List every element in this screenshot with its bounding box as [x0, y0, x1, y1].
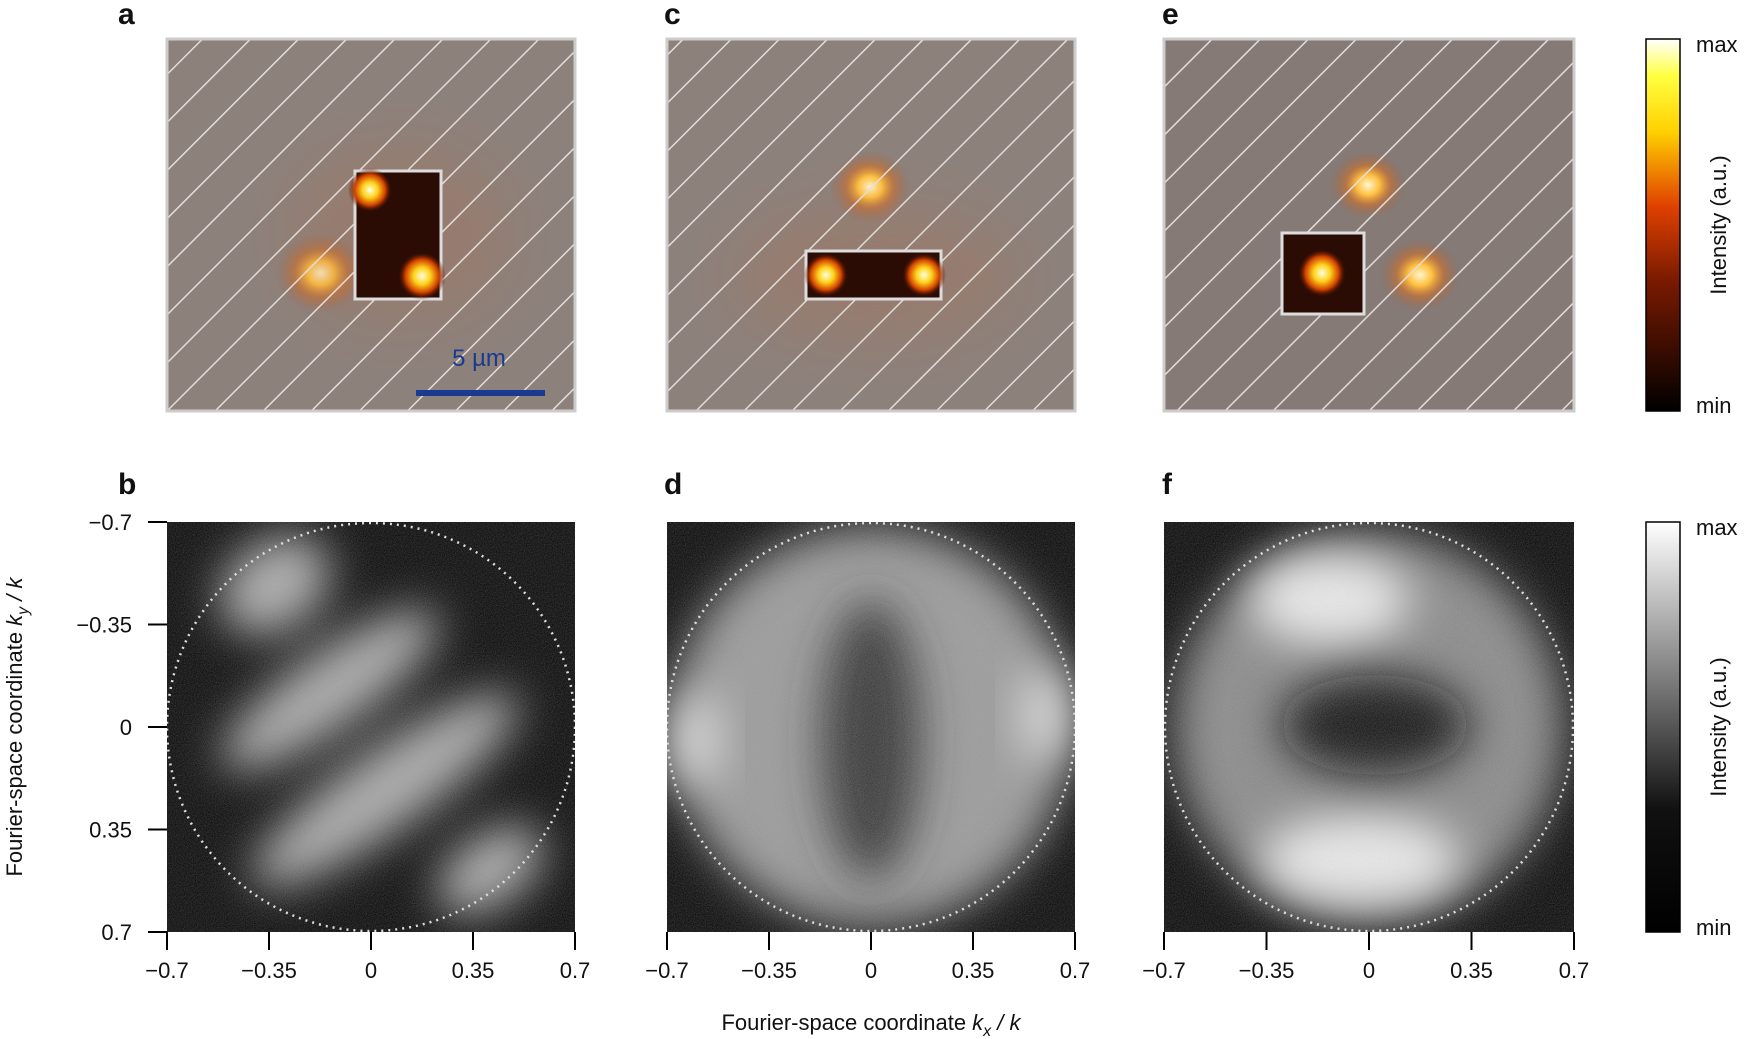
- colorbar-min: min: [1696, 393, 1731, 418]
- x-tick-label: −0.35: [241, 958, 297, 983]
- x-tick-label: −0.7: [145, 958, 188, 983]
- y-axis-title-var: k: [2, 614, 27, 626]
- x-tick-label: −0.35: [741, 958, 797, 983]
- x-tick-label: −0.7: [1142, 958, 1185, 983]
- x-tick-label: 0.35: [952, 958, 995, 983]
- panel-b-image: [167, 522, 575, 932]
- x-tick-label: 0.7: [1060, 958, 1091, 983]
- colorbar-label: Intensity (a.u.): [1706, 657, 1731, 796]
- colorbar: max min Intensity (a.u.): [1645, 515, 1738, 940]
- panel-label: c: [664, 0, 681, 31]
- y-tick-label: 0: [120, 715, 132, 740]
- panel-label: f: [1162, 468, 1173, 501]
- x-tick-label: 0.7: [1559, 958, 1590, 983]
- y-tick-label: 0.7: [101, 920, 132, 945]
- x-tick-label: 0.7: [560, 958, 591, 983]
- scale-bar-label: 5 µm: [452, 345, 506, 372]
- panel-d-image: [667, 522, 1075, 932]
- x-axis-title-tail: / k: [991, 1010, 1021, 1035]
- colorbar-max: max: [1696, 515, 1738, 540]
- panel-f-image: [1164, 522, 1574, 932]
- x-tick-label: 0: [1363, 958, 1375, 983]
- panel-e-image: [1162, 37, 1576, 413]
- colorbar: max min Intensity (a.u.): [1645, 32, 1738, 418]
- x-axis-title-var: k: [972, 1010, 984, 1035]
- x-tick-label: 0.35: [452, 958, 495, 983]
- x-tick-label: −0.7: [645, 958, 688, 983]
- x-axis-title-text: Fourier-space coordinate: [721, 1010, 972, 1035]
- colorbar-max: max: [1696, 32, 1738, 57]
- x-tick-label: −0.35: [1239, 958, 1295, 983]
- y-axis-title: Fourier-space coordinate ky / k: [2, 576, 32, 876]
- y-axis-title-tail: / k: [2, 576, 27, 606]
- panel-label: b: [118, 468, 136, 501]
- x-tick-label: 0: [365, 958, 377, 983]
- y-tick-label: −0.35: [76, 613, 132, 638]
- y-tick-label: 0.35: [89, 818, 132, 843]
- x-axis-title-sub: x: [982, 1023, 992, 1039]
- x-axis-title: Fourier-space coordinate kx / k: [721, 1010, 1021, 1039]
- colorbar-min: min: [1696, 915, 1731, 940]
- panel-c-image: [665, 37, 1077, 413]
- panel-label: d: [664, 468, 682, 501]
- panel-a-image: 5 µm: [165, 37, 577, 413]
- x-tick-label: 0: [865, 958, 877, 983]
- panel-label: a: [118, 0, 135, 31]
- y-axis-title-text: Fourier-space coordinate: [2, 626, 27, 877]
- y-axis-title-sub: y: [15, 606, 32, 616]
- panel-label: e: [1162, 0, 1179, 31]
- x-tick-label: 0.35: [1450, 958, 1493, 983]
- colorbar-label: Intensity (a.u.): [1706, 155, 1731, 294]
- y-tick-label: −0.7: [89, 510, 132, 535]
